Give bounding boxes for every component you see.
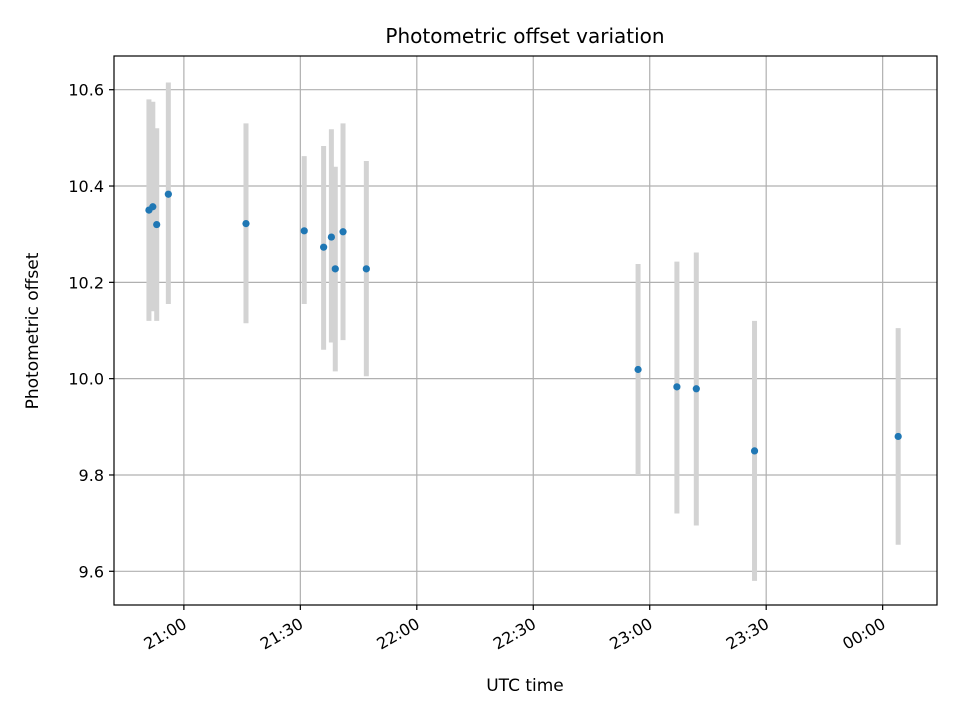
data-point — [327, 233, 335, 241]
x-tick-label: 23:00 — [606, 614, 655, 654]
x-tick-label: 23:30 — [723, 614, 772, 654]
data-point — [362, 265, 370, 273]
y-axis-ticks: 9.6 9.8 10.0 10.2 10.4 10.6 — [68, 81, 114, 581]
error-bars — [146, 82, 901, 581]
data-point — [673, 383, 681, 391]
x-tick-label: 21:30 — [257, 614, 306, 654]
y-tick-label: 10.4 — [68, 177, 104, 196]
data-point — [634, 365, 642, 374]
data-point — [331, 265, 339, 273]
data-point — [300, 227, 308, 235]
data-point — [339, 228, 347, 236]
x-tick-label: 22:30 — [490, 614, 539, 654]
data-point — [894, 432, 902, 441]
data-point — [750, 447, 759, 455]
y-tick-label: 10.0 — [68, 370, 104, 389]
data-point — [164, 190, 172, 198]
y-tick-label: 9.6 — [79, 562, 104, 581]
y-tick-label: 10.2 — [68, 273, 104, 292]
x-tick-label: 21:00 — [140, 614, 189, 654]
y-tick-label: 10.6 — [68, 81, 104, 100]
chart-title: Photometric offset variation — [385, 24, 664, 48]
data-point — [149, 203, 157, 211]
x-tick-label: 22:00 — [373, 614, 422, 654]
data-point — [153, 220, 161, 229]
y-axis-label: Photometric offset — [23, 252, 43, 409]
data-points — [145, 190, 902, 455]
y-tick-label: 9.8 — [79, 466, 104, 485]
x-axis-label: UTC time — [486, 676, 564, 696]
data-point — [320, 243, 328, 251]
data-point — [692, 385, 700, 393]
data-point — [242, 219, 250, 228]
plot-area-frame — [113, 55, 938, 606]
x-axis-ticks: 21:00 21:30 22:00 22:30 23:00 23:30 00:00 — [140, 605, 889, 654]
x-tick-label: 00:00 — [839, 614, 888, 654]
grid — [114, 56, 937, 605]
